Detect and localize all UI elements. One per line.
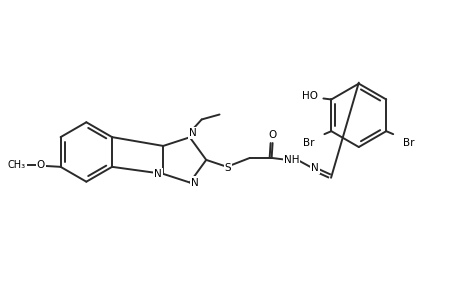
Text: N: N — [311, 163, 319, 173]
Text: N: N — [189, 128, 196, 138]
Text: Br: Br — [403, 138, 414, 148]
Text: N: N — [190, 178, 198, 188]
Text: NH: NH — [283, 155, 298, 165]
Text: HO: HO — [301, 91, 317, 100]
Text: Br: Br — [302, 138, 313, 148]
Text: O: O — [37, 160, 45, 170]
Text: CH₃: CH₃ — [8, 160, 26, 170]
Text: S: S — [224, 163, 231, 173]
Text: O: O — [268, 130, 276, 140]
Text: N: N — [154, 169, 162, 179]
